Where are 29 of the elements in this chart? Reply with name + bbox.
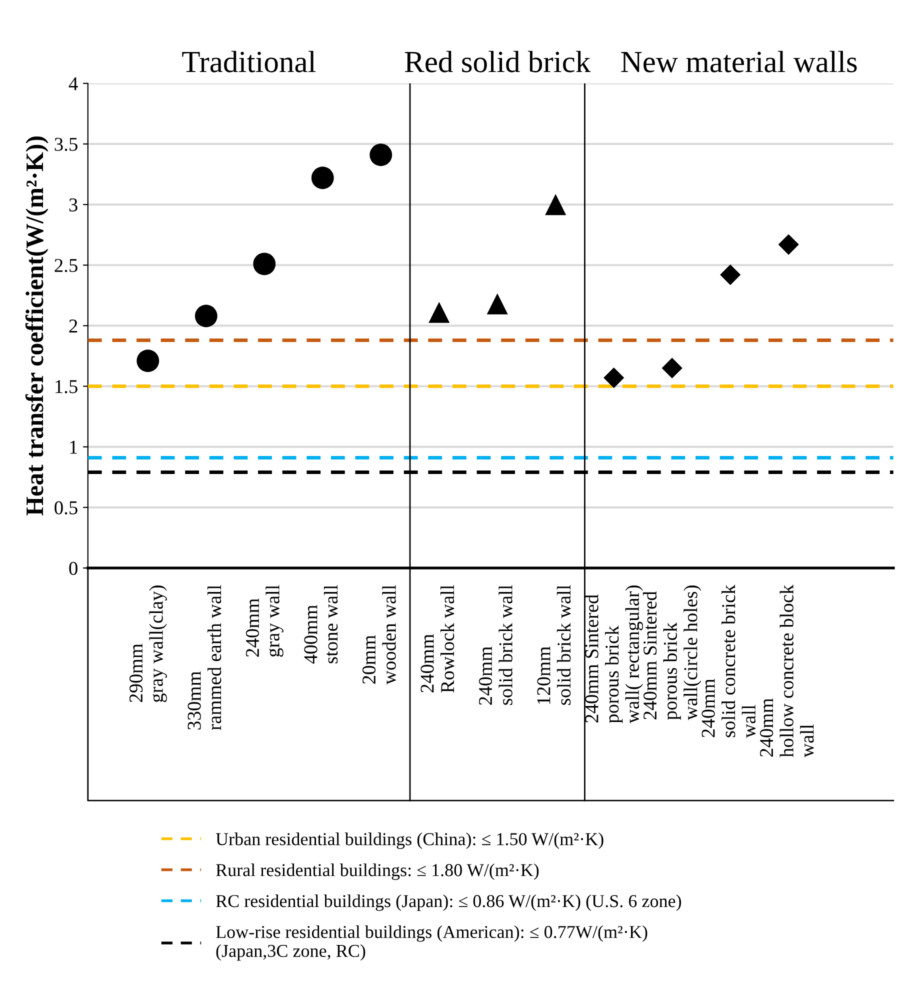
y-tick-label: 0.5 (54, 501, 78, 514)
text: Traditional (182, 50, 316, 72)
y-axis-title: Heat transfer coefficient(W/(m²·K)) (25, 136, 48, 516)
y-tick-label: 1 (70, 440, 78, 454)
legend-label: Rural residential buildings: ≤ 1.80 W/(m²·K) (216, 864, 539, 880)
text: Red solid brick (404, 50, 591, 72)
text: New material walls (621, 50, 857, 72)
x-tick-label: 20mm wooden wall (362, 585, 396, 685)
y-tick-label: 2 (69, 320, 78, 332)
x-tick-label: 240mm Sintered porous brick wall(circle holes) (642, 586, 702, 720)
x-tick-label: 240mm gray wall (246, 585, 284, 657)
y-tick-label: 4 (68, 77, 78, 90)
x-tick-label: 290mm gray wall(clay) (129, 586, 167, 702)
x-tick-label: 240mm Rowlock wall (420, 585, 454, 693)
y-tick-label: 3 (69, 198, 78, 212)
y-tick-label: 3.5 (54, 138, 78, 151)
x-tick-label: 240mm Sintered porous brick wall( rectangular) (584, 586, 644, 724)
y-tick-label: 1.5 (56, 380, 78, 394)
x-tick-label: 240mm hollow concrete block wall (760, 584, 814, 758)
legend-label: Low-rise residential buildings (American): ≤ 0.77W/(m²·K) (Japan,3C zone, RC) (216, 925, 648, 961)
x-tick-label: 240mm solid brick wall (478, 585, 512, 705)
y-tick-label: 2.5 (54, 258, 78, 272)
x-tick-label: 120mm solid brick wall (537, 585, 571, 705)
y-tick-label: 0 (69, 562, 78, 575)
legend-label: RC residential buildings (Japan): ≤ 0.86 W/(m²·K) (U.S. 6 zone) (216, 894, 682, 911)
legend-label: Urban residential buildings (China): ≤ 1.50 W/(m²·K) (216, 832, 604, 849)
x-tick-label: 330mm rammed earth wall (188, 585, 222, 730)
x-tick-label: 400mm stone wall (304, 585, 338, 664)
x-tick-label: 240mm solid concrete brick wall (702, 584, 756, 738)
